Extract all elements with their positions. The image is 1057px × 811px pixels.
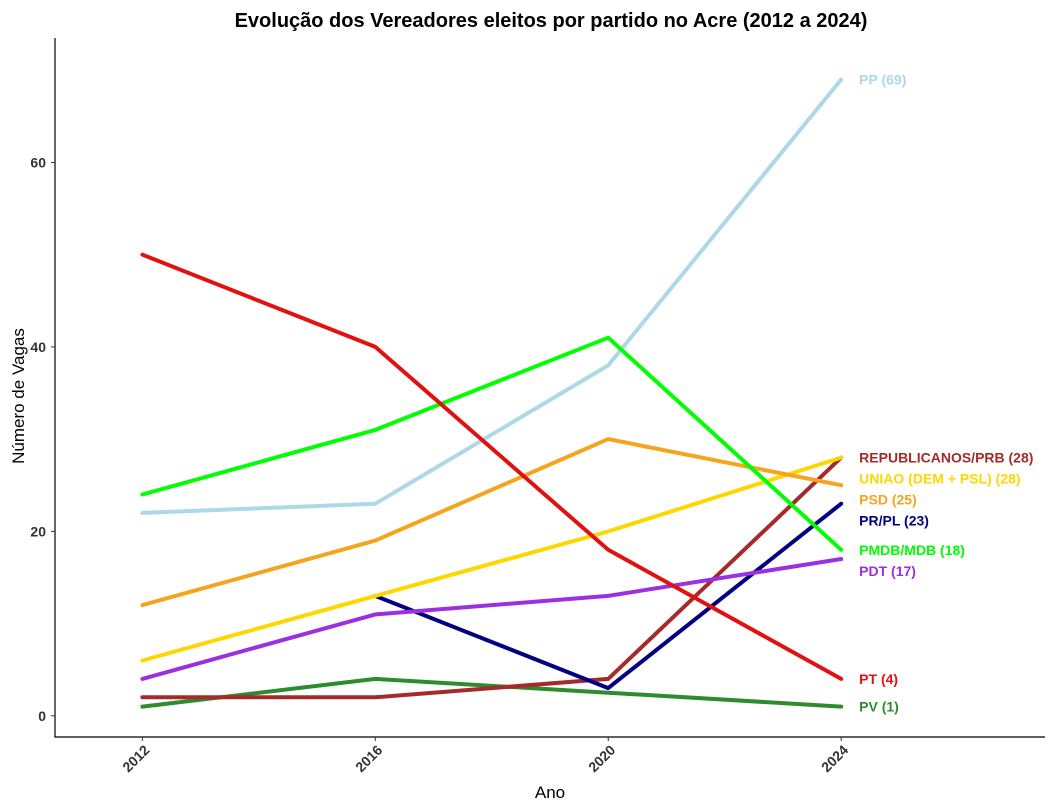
x-tick-label: 2016 (352, 742, 385, 775)
series-line-uniao-dem-psl- (140, 455, 844, 663)
x-axis-title: Ano (535, 783, 565, 802)
y-axis-ticks: 0 20 40 60 (30, 154, 55, 724)
y-tick-label: 60 (30, 154, 46, 170)
x-axis-ticks: 2012 2016 2020 2024 (119, 737, 851, 775)
series-end-labels: PP (69) REPUBLICANOS/PRB (28) UNIAO (DEM +… (859, 71, 1033, 714)
y-tick-label: 20 (30, 523, 46, 539)
series-line-pr-pl (373, 501, 844, 691)
series-line-pdt (140, 557, 844, 681)
y-axis-title: Número de Vagas (9, 328, 28, 464)
series-end-label: REPUBLICANOS/PRB (28) (859, 450, 1033, 466)
series-end-label: PT (4) (859, 671, 898, 687)
series-end-label: UNIAO (DEM + PSL) (28) (859, 471, 1020, 487)
chart-title: Evolução dos Vereadores eleitos por part… (235, 10, 868, 32)
series-line-pp (140, 77, 844, 515)
series-end-label: PMDB/MDB (18) (859, 542, 965, 558)
x-tick-label: 2024 (818, 742, 851, 775)
series-end-label: PV (1) (859, 699, 899, 715)
series-end-label: PP (69) (859, 71, 906, 87)
series-end-label: PSD (25) (859, 492, 917, 508)
plot-lines (140, 77, 844, 709)
series-line-psd (140, 437, 844, 608)
series-end-label: PR/PL (23) (859, 513, 929, 529)
series-end-label: PDT (17) (859, 563, 916, 579)
series-line-pv (140, 676, 844, 709)
y-tick-label: 40 (30, 339, 46, 355)
x-tick-label: 2020 (585, 742, 618, 775)
series-line-pmdb-mdb (140, 335, 844, 552)
series-line-pt (140, 252, 844, 681)
x-tick-label: 2012 (119, 742, 152, 775)
y-tick-label: 0 (38, 708, 46, 724)
axis-frame (54, 38, 1045, 738)
series-line-republicanos-prb (140, 455, 844, 700)
